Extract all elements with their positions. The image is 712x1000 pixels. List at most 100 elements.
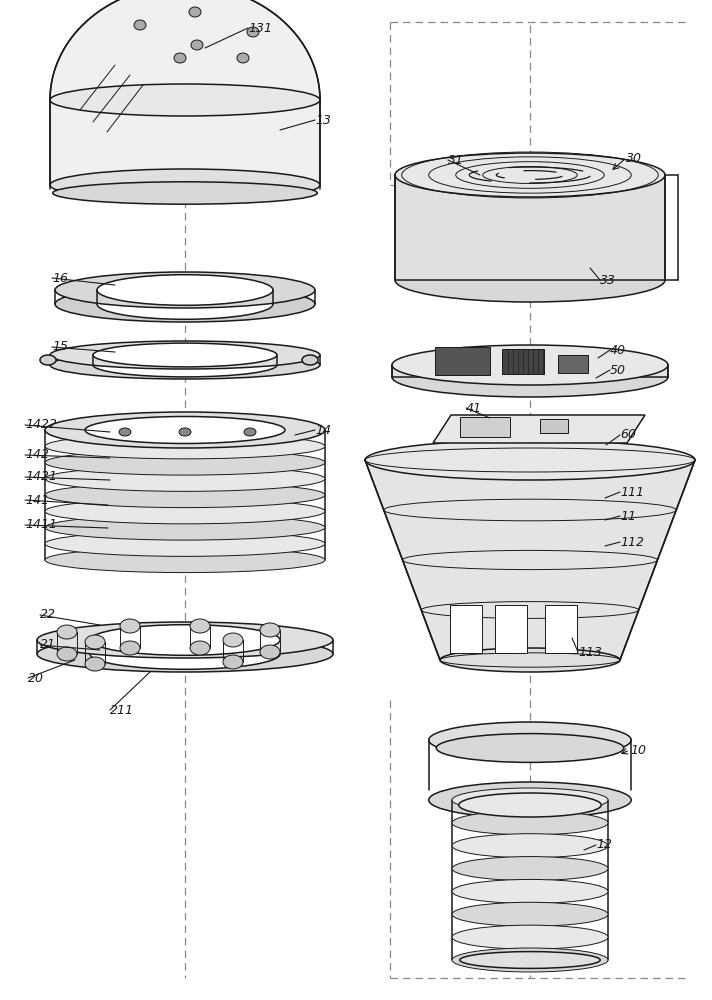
- Text: 22: 22: [40, 608, 56, 621]
- Ellipse shape: [237, 53, 249, 63]
- Text: 142: 142: [25, 448, 49, 462]
- Text: 14: 14: [315, 424, 331, 436]
- Text: 50: 50: [610, 363, 626, 376]
- Text: 21: 21: [40, 639, 56, 652]
- Ellipse shape: [174, 53, 186, 63]
- Bar: [558, 355, 588, 373]
- Ellipse shape: [260, 623, 280, 637]
- Ellipse shape: [50, 84, 320, 116]
- Ellipse shape: [93, 353, 277, 377]
- Ellipse shape: [45, 412, 325, 448]
- Ellipse shape: [37, 622, 333, 658]
- Ellipse shape: [395, 258, 665, 302]
- Ellipse shape: [452, 857, 608, 881]
- Ellipse shape: [452, 948, 608, 972]
- Ellipse shape: [85, 635, 105, 649]
- Ellipse shape: [429, 722, 632, 758]
- Text: 111: 111: [620, 486, 644, 498]
- Ellipse shape: [452, 879, 608, 903]
- Polygon shape: [50, 0, 320, 185]
- Ellipse shape: [85, 416, 285, 444]
- Polygon shape: [365, 460, 695, 660]
- Ellipse shape: [90, 639, 280, 669]
- Bar: [502, 349, 544, 374]
- Text: 1421: 1421: [25, 471, 57, 484]
- Ellipse shape: [55, 286, 315, 322]
- Ellipse shape: [50, 341, 320, 369]
- Ellipse shape: [452, 925, 608, 949]
- Ellipse shape: [93, 343, 277, 367]
- Ellipse shape: [45, 417, 325, 443]
- Text: 15: 15: [52, 340, 68, 354]
- Bar: [540, 419, 568, 433]
- Ellipse shape: [45, 499, 325, 524]
- Ellipse shape: [459, 793, 601, 817]
- Polygon shape: [392, 365, 668, 377]
- Text: 113: 113: [578, 646, 602, 658]
- Ellipse shape: [53, 182, 318, 204]
- Ellipse shape: [57, 647, 77, 661]
- Ellipse shape: [97, 289, 273, 319]
- Text: 13: 13: [315, 113, 331, 126]
- Ellipse shape: [191, 40, 203, 50]
- Text: 112: 112: [620, 536, 644, 548]
- Ellipse shape: [134, 20, 146, 30]
- Ellipse shape: [45, 434, 325, 459]
- Ellipse shape: [395, 153, 665, 197]
- Ellipse shape: [452, 834, 608, 858]
- Ellipse shape: [247, 27, 259, 37]
- Ellipse shape: [452, 902, 608, 926]
- Ellipse shape: [120, 619, 140, 633]
- Bar: [460, 417, 510, 437]
- Ellipse shape: [365, 440, 695, 480]
- Ellipse shape: [45, 531, 325, 556]
- Text: 1422: 1422: [25, 418, 57, 432]
- Ellipse shape: [90, 625, 280, 655]
- Ellipse shape: [45, 515, 325, 540]
- Ellipse shape: [223, 655, 243, 669]
- Ellipse shape: [85, 657, 105, 671]
- Ellipse shape: [37, 636, 333, 672]
- Ellipse shape: [440, 648, 620, 672]
- Ellipse shape: [97, 275, 273, 305]
- Ellipse shape: [50, 351, 320, 379]
- Text: 141: 141: [25, 493, 49, 506]
- Ellipse shape: [45, 547, 325, 573]
- Ellipse shape: [302, 355, 318, 365]
- Text: 131: 131: [248, 21, 272, 34]
- Ellipse shape: [40, 355, 56, 365]
- Text: 11: 11: [620, 510, 636, 522]
- Text: 1411: 1411: [25, 518, 57, 532]
- Ellipse shape: [55, 272, 315, 308]
- Ellipse shape: [57, 625, 77, 639]
- Ellipse shape: [452, 811, 608, 835]
- Ellipse shape: [45, 466, 325, 491]
- Text: 10: 10: [630, 744, 646, 756]
- Ellipse shape: [223, 633, 243, 647]
- Ellipse shape: [179, 428, 191, 436]
- Ellipse shape: [45, 482, 325, 508]
- Ellipse shape: [452, 788, 608, 812]
- Ellipse shape: [50, 169, 320, 201]
- Text: 33: 33: [600, 273, 616, 286]
- Ellipse shape: [189, 7, 201, 17]
- Ellipse shape: [120, 641, 140, 655]
- Text: 41: 41: [466, 401, 482, 414]
- Bar: [450, 605, 482, 653]
- Ellipse shape: [119, 428, 131, 436]
- Text: 31: 31: [448, 153, 464, 166]
- Ellipse shape: [436, 734, 624, 762]
- Text: 12: 12: [596, 838, 612, 852]
- Ellipse shape: [190, 619, 210, 633]
- Text: 211: 211: [110, 704, 134, 716]
- Text: 40: 40: [610, 344, 626, 357]
- Polygon shape: [395, 175, 665, 280]
- Text: 60: 60: [620, 428, 636, 442]
- Ellipse shape: [392, 357, 668, 397]
- Ellipse shape: [460, 952, 600, 968]
- Ellipse shape: [45, 450, 325, 475]
- Ellipse shape: [429, 782, 632, 818]
- Text: 20: 20: [28, 672, 44, 684]
- Bar: [545, 605, 577, 653]
- Polygon shape: [433, 415, 645, 443]
